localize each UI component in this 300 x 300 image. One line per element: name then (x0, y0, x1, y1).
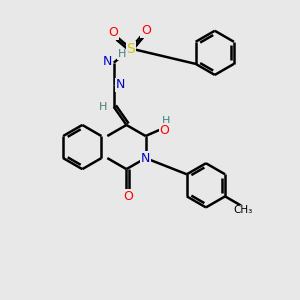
Text: H: H (99, 103, 107, 112)
Text: O: O (123, 190, 133, 203)
Text: S: S (126, 41, 135, 56)
Text: O: O (141, 24, 151, 37)
Text: N: N (141, 152, 150, 165)
Text: N: N (116, 78, 125, 91)
Text: O: O (123, 190, 133, 203)
Text: H: H (118, 50, 126, 59)
Text: H: H (161, 116, 170, 126)
Text: S: S (126, 41, 135, 56)
Text: O: O (109, 26, 118, 39)
Text: O: O (160, 124, 170, 137)
Text: O: O (141, 24, 151, 37)
Text: H: H (161, 116, 170, 126)
Text: N: N (103, 55, 112, 68)
Text: N: N (103, 55, 112, 68)
Text: O: O (160, 124, 170, 137)
Text: N: N (116, 78, 125, 91)
Text: N: N (141, 152, 150, 165)
Text: CH₃: CH₃ (233, 205, 252, 215)
Text: H: H (99, 103, 107, 112)
Text: O: O (109, 26, 118, 39)
Text: H: H (118, 50, 126, 59)
